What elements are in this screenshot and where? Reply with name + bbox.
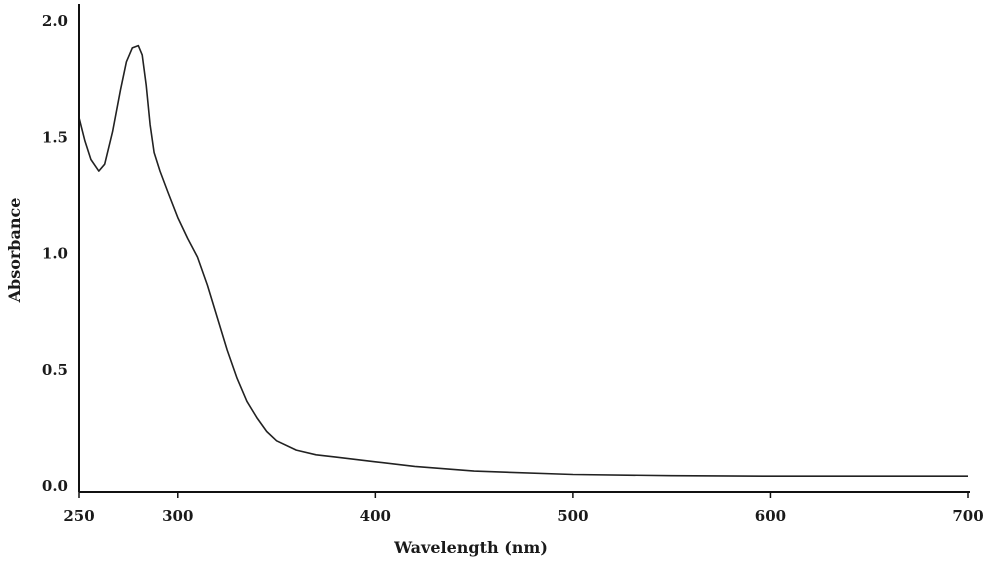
x-tick-label: 400 [360, 507, 391, 525]
x-tick-label: 300 [162, 507, 193, 525]
y-tick-label: 0.5 [42, 361, 68, 379]
x-tick-label: 600 [755, 507, 786, 525]
plot-area [78, 44, 968, 477]
x-tick-label: 250 [63, 507, 94, 525]
x-axis-title: Wavelength (nm) [393, 538, 548, 557]
y-tick-label: 2.0 [42, 12, 68, 30]
y-tick-label: 1.5 [42, 128, 68, 146]
axis-ticks: 250 300 400 500 600 700 0.0 0.5 1.0 1.5 2.0 [42, 12, 984, 525]
x-tick-label: 700 [952, 507, 983, 525]
y-axis-title: Absorbance [5, 198, 24, 304]
y-tick-label: 1.0 [42, 245, 68, 263]
absorbance-series-line [78, 44, 968, 477]
y-tick-label: 0.0 [42, 477, 68, 495]
x-tick-label: 500 [557, 507, 588, 525]
